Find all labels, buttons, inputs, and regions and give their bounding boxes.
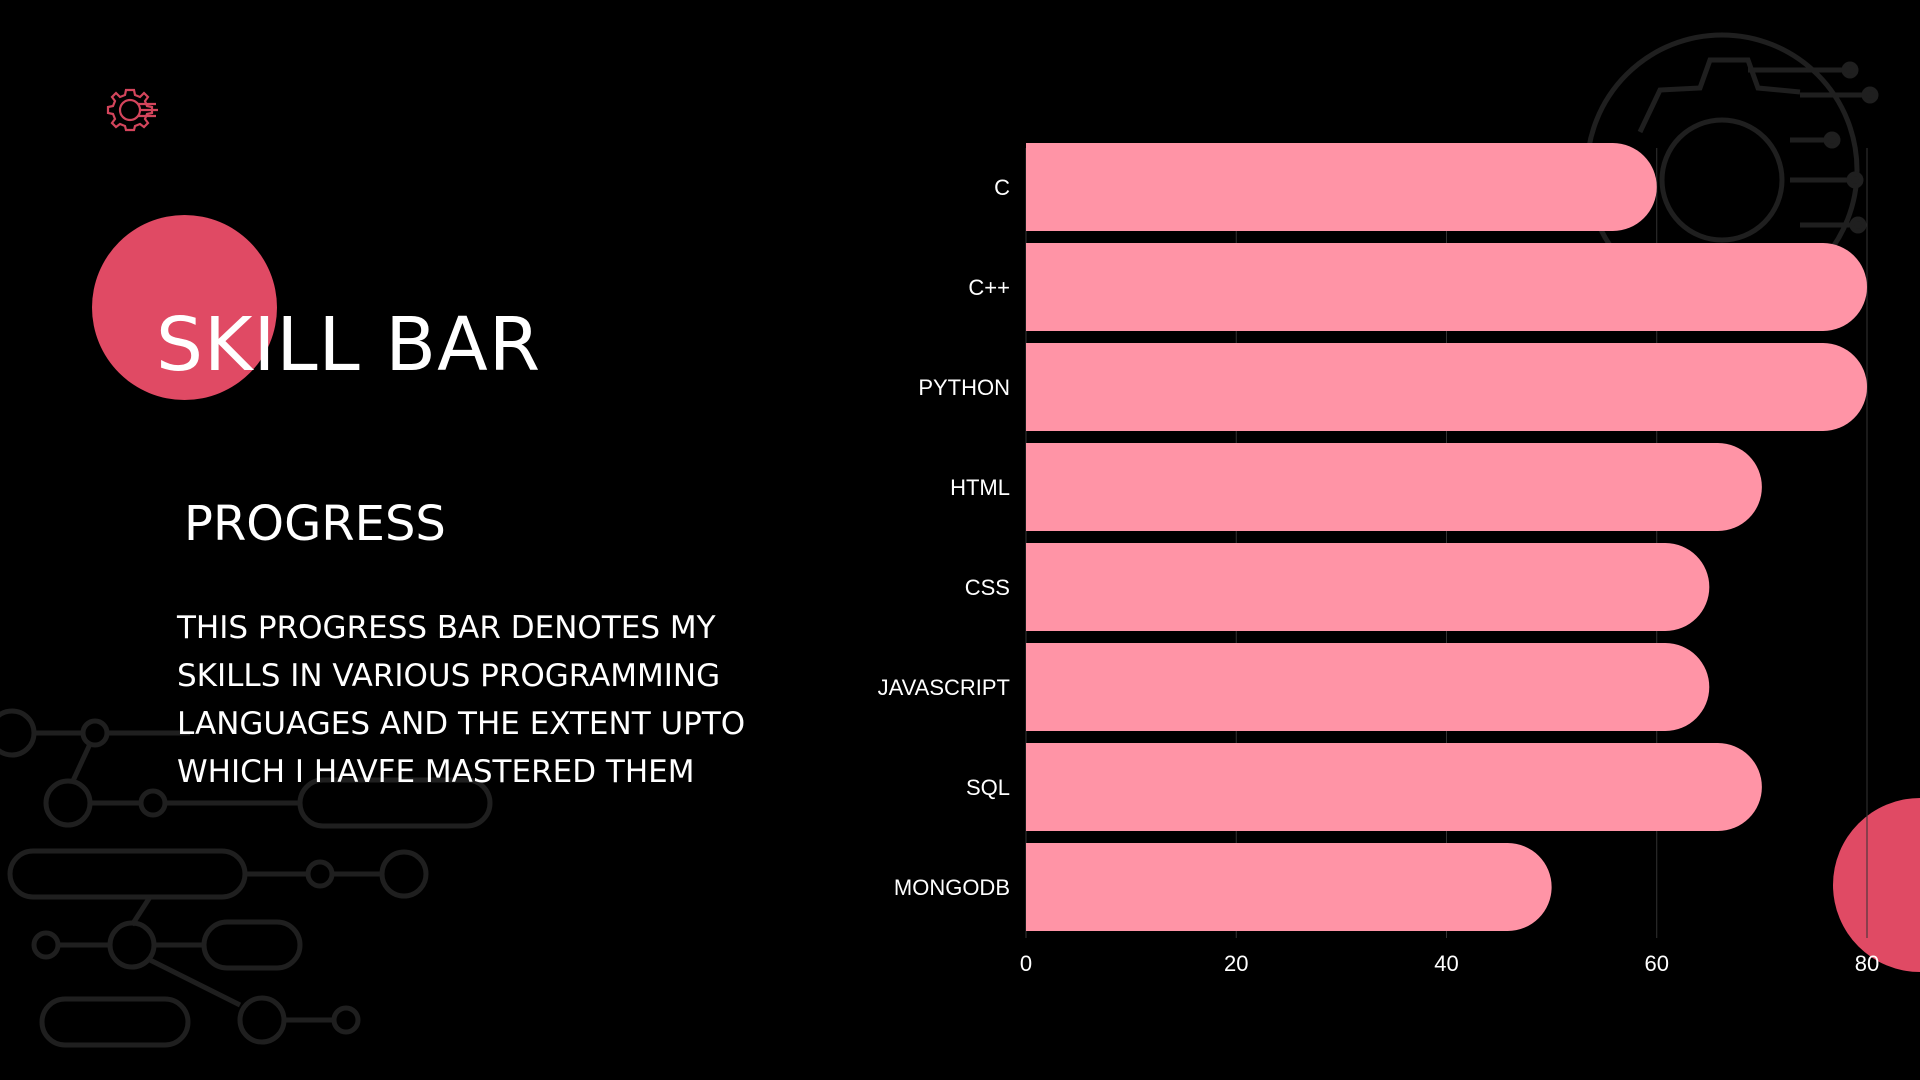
category-label: SQL xyxy=(966,775,1010,800)
x-tick-label: 80 xyxy=(1855,951,1879,976)
category-label: MONGODB xyxy=(894,875,1010,900)
bar-css xyxy=(1026,543,1710,631)
slide-subtitle: PROGRESS xyxy=(184,496,446,552)
slide-description: THIS PROGRESS BAR DENOTES MY SKILLS IN V… xyxy=(177,610,746,790)
category-label: CSS xyxy=(965,575,1010,600)
x-tick-label: 0 xyxy=(1020,951,1032,976)
bar-c xyxy=(1026,143,1657,231)
bar-javascript xyxy=(1026,643,1710,731)
chart-tick-labels: 0 20 40 60 80 xyxy=(1020,951,1879,976)
category-label: C xyxy=(994,175,1010,200)
slide-title: SKILL BAR xyxy=(156,302,542,388)
bar-mongodb xyxy=(1026,843,1552,931)
gear-code-icon xyxy=(106,88,158,132)
category-label: JAVASCRIPT xyxy=(878,675,1010,700)
bar-html xyxy=(1026,443,1762,531)
chart-category-labels: C C++ PYTHON HTML CSS JAVASCRIPT SQL MONGODB xyxy=(878,175,1011,900)
bar-python xyxy=(1026,343,1867,431)
category-label: HTML xyxy=(950,475,1010,500)
x-tick-label: 40 xyxy=(1434,951,1458,976)
x-tick-label: 20 xyxy=(1224,951,1248,976)
bar-sql xyxy=(1026,743,1762,831)
title-accent-circle xyxy=(92,215,277,400)
x-tick-label: 60 xyxy=(1645,951,1669,976)
chart-bars xyxy=(1026,143,1867,931)
bar-cplusplus xyxy=(1026,243,1867,331)
category-label: C++ xyxy=(968,275,1010,300)
category-label: PYTHON xyxy=(918,375,1010,400)
